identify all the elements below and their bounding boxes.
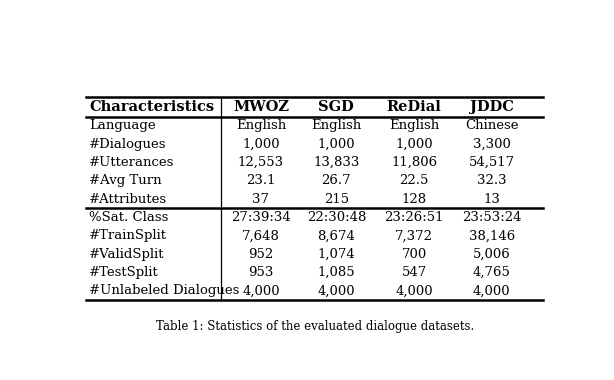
Text: Language: Language <box>89 119 156 132</box>
Text: 38,146: 38,146 <box>468 230 515 242</box>
Text: 4,765: 4,765 <box>473 266 511 279</box>
Text: 3,300: 3,300 <box>473 138 511 150</box>
Text: 128: 128 <box>402 193 427 206</box>
Text: 1,000: 1,000 <box>242 138 280 150</box>
Text: 1,000: 1,000 <box>395 138 433 150</box>
Text: 13: 13 <box>483 193 500 206</box>
Text: #TestSplit: #TestSplit <box>89 266 159 279</box>
Text: 23:26:51: 23:26:51 <box>384 211 444 224</box>
Text: 22.5: 22.5 <box>399 174 429 187</box>
Text: 23:53:24: 23:53:24 <box>462 211 521 224</box>
Text: 4,000: 4,000 <box>395 285 433 298</box>
Text: 547: 547 <box>402 266 427 279</box>
Text: ReDial: ReDial <box>387 100 441 114</box>
Text: 4,000: 4,000 <box>473 285 510 298</box>
Text: #Utterances: #Utterances <box>89 156 174 169</box>
Text: 54,517: 54,517 <box>468 156 515 169</box>
Text: SGD: SGD <box>319 100 354 114</box>
Text: 953: 953 <box>248 266 274 279</box>
Text: #TrainSplit: #TrainSplit <box>89 230 167 242</box>
Text: MWOZ: MWOZ <box>233 100 289 114</box>
Text: Characteristics: Characteristics <box>89 100 214 114</box>
Text: 27:39:34: 27:39:34 <box>231 211 291 224</box>
Text: 22:30:48: 22:30:48 <box>306 211 366 224</box>
Text: #Avg Turn: #Avg Turn <box>89 174 161 187</box>
Text: 215: 215 <box>324 193 349 206</box>
Text: 32.3: 32.3 <box>477 174 507 187</box>
Text: 12,553: 12,553 <box>238 156 284 169</box>
Text: %Sat. Class: %Sat. Class <box>89 211 168 224</box>
Text: Table 1: Statistics of the evaluated dialogue datasets.: Table 1: Statistics of the evaluated dia… <box>155 320 474 333</box>
Text: 13,833: 13,833 <box>313 156 360 169</box>
Text: #Dialogues: #Dialogues <box>89 138 166 150</box>
Text: 26.7: 26.7 <box>322 174 351 187</box>
Text: 11,806: 11,806 <box>391 156 437 169</box>
Text: #ValidSplit: #ValidSplit <box>89 248 165 261</box>
Text: 1,085: 1,085 <box>317 266 355 279</box>
Text: 7,372: 7,372 <box>395 230 433 242</box>
Text: 23.1: 23.1 <box>246 174 276 187</box>
Text: 952: 952 <box>249 248 274 261</box>
Text: 1,000: 1,000 <box>317 138 355 150</box>
Text: 1,074: 1,074 <box>317 248 356 261</box>
Text: 700: 700 <box>402 248 427 261</box>
Text: 5,006: 5,006 <box>473 248 511 261</box>
Text: 7,648: 7,648 <box>242 230 280 242</box>
Text: #Attributes: #Attributes <box>89 193 167 206</box>
Text: JDDC: JDDC <box>470 100 514 114</box>
Text: 4,000: 4,000 <box>242 285 280 298</box>
Text: English: English <box>236 119 286 132</box>
Text: 4,000: 4,000 <box>317 285 355 298</box>
Text: English: English <box>389 119 439 132</box>
Text: #Unlabeled Dialogues: #Unlabeled Dialogues <box>89 285 239 298</box>
Text: English: English <box>311 119 362 132</box>
Text: Chinese: Chinese <box>465 119 518 132</box>
Text: 37: 37 <box>252 193 270 206</box>
Text: 8,674: 8,674 <box>317 230 356 242</box>
